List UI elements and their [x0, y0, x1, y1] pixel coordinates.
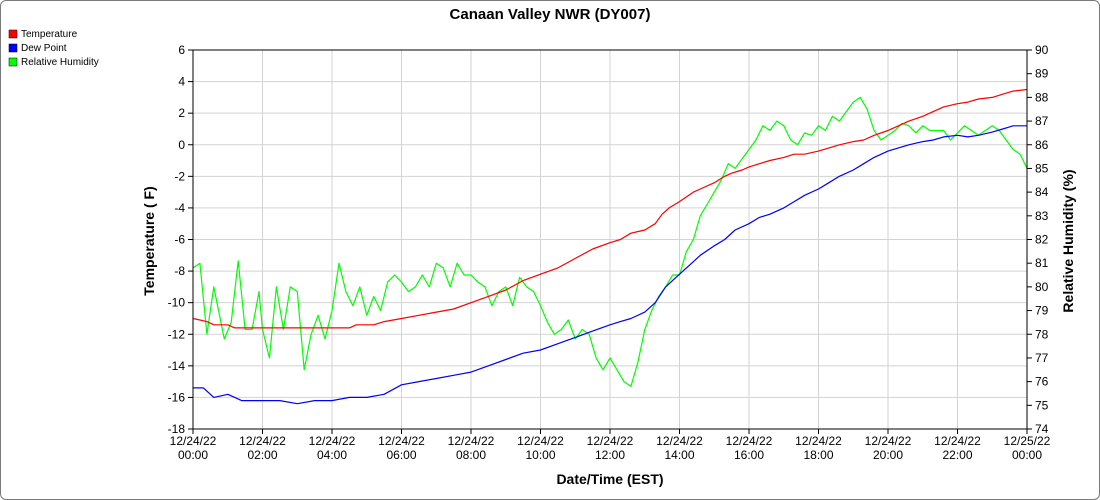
- x-tick-date-label: 12/24/22: [656, 434, 703, 448]
- legend-swatch-temperature: [8, 29, 18, 39]
- y2-tick-label: 77: [1035, 351, 1049, 365]
- y2-tick-label: 85: [1035, 161, 1049, 175]
- grid-layer: [193, 50, 1027, 429]
- x-tick-date-label: 12/24/22: [934, 434, 981, 448]
- y-tick-label: -12: [168, 327, 186, 341]
- x-tick-date-label: 12/24/22: [865, 434, 912, 448]
- y2-tick-label: 81: [1035, 256, 1049, 270]
- x-tick-date-label: 12/24/22: [170, 434, 217, 448]
- y-tick-label: 0: [178, 138, 185, 152]
- x-tick-date-label: 12/24/22: [587, 434, 634, 448]
- y-tick-label: -8: [174, 264, 185, 278]
- x-tick-time-label: 16:00: [734, 448, 764, 462]
- x-tick-date-label: 12/24/22: [795, 434, 842, 448]
- x-tick-time-label: 18:00: [803, 448, 833, 462]
- axis-layer: 6 4 2 0 -2 -4 -6 -8 -10 -12 -14 -16 -18 90 89 88 87 86 85 8…: [168, 43, 1051, 462]
- x-tick-date-label: 12/24/22: [378, 434, 425, 448]
- y-tick-label: -14: [168, 359, 186, 373]
- x-tick-time-label: 04:00: [317, 448, 347, 462]
- y-tick-label: -6: [174, 233, 185, 247]
- x-tick-time-label: 00:00: [178, 448, 208, 462]
- x-tick-time-label: 06:00: [386, 448, 416, 462]
- temperature-line: [192, 88, 1028, 329]
- series-layer: [192, 88, 1028, 405]
- y-axis-title: Temperature ( F): [141, 186, 157, 295]
- x-tick-time-label: 14:00: [664, 448, 694, 462]
- x-axis-title: Date/Time (EST): [556, 471, 663, 487]
- y-tick-label: -16: [168, 390, 186, 404]
- y-tick-label: -4: [174, 201, 185, 215]
- x-tick-time-label: 02:00: [247, 448, 277, 462]
- x-tick-time-label: 00:00: [1012, 448, 1042, 462]
- y2-tick-label: 88: [1035, 90, 1049, 104]
- y2-tick-label: 82: [1035, 233, 1049, 247]
- y2-tick-label: 75: [1035, 398, 1049, 412]
- chart-title: Canaan Valley NWR (DY007): [450, 6, 651, 23]
- x-tick-date-label: 12/24/22: [726, 434, 773, 448]
- legend-swatch-dew-point: [8, 43, 18, 53]
- legend-label-relative-humidity: Relative Humidity: [21, 57, 99, 68]
- y2-tick-label: 78: [1035, 327, 1049, 341]
- relative-humidity-line: [192, 96, 1028, 387]
- x-tick-time-label: 10:00: [525, 448, 555, 462]
- y-tick-label: 4: [178, 75, 185, 89]
- legend-label-dew-point: Dew Point: [21, 43, 67, 54]
- x-tick-time-label: 22:00: [942, 448, 972, 462]
- x-tick-date-label: 12/25/22: [1004, 434, 1051, 448]
- x-tick-date-label: 12/24/22: [448, 434, 495, 448]
- y2-tick-label: 86: [1035, 138, 1049, 152]
- y-tick-label: -10: [168, 296, 186, 310]
- dew-point-line: [193, 125, 1027, 405]
- legend-swatch-relative-humidity: [8, 57, 18, 67]
- y-tick-label: -2: [174, 169, 185, 183]
- y2-tick-label: 76: [1035, 375, 1049, 389]
- y-tick-label: 2: [178, 106, 185, 120]
- legend: Temperature Dew Point Relative Humidity: [8, 29, 99, 68]
- y-tick-label: 6: [178, 43, 185, 57]
- y2-tick-label: 87: [1035, 114, 1049, 128]
- y2-tick-label: 74: [1035, 422, 1049, 436]
- y2-axis-title: Relative Humidity (%): [1060, 169, 1076, 312]
- x-tick-time-label: 12:00: [595, 448, 625, 462]
- y2-tick-label: 83: [1035, 209, 1049, 223]
- x-tick-time-label: 08:00: [456, 448, 486, 462]
- x-tick-date-label: 12/24/22: [239, 434, 286, 448]
- y2-tick-label: 84: [1035, 185, 1049, 199]
- x-tick-time-label: 20:00: [873, 448, 903, 462]
- x-tick-date-label: 12/24/22: [517, 434, 564, 448]
- y2-tick-label: 80: [1035, 280, 1049, 294]
- y2-tick-label: 89: [1035, 67, 1049, 81]
- y2-tick-label: 79: [1035, 304, 1049, 318]
- plot-area-border: [192, 49, 1028, 430]
- y-tick-label: -18: [168, 422, 186, 436]
- legend-label-temperature: Temperature: [21, 29, 78, 40]
- x-tick-date-label: 12/24/22: [309, 434, 356, 448]
- y2-tick-label: 90: [1035, 43, 1049, 57]
